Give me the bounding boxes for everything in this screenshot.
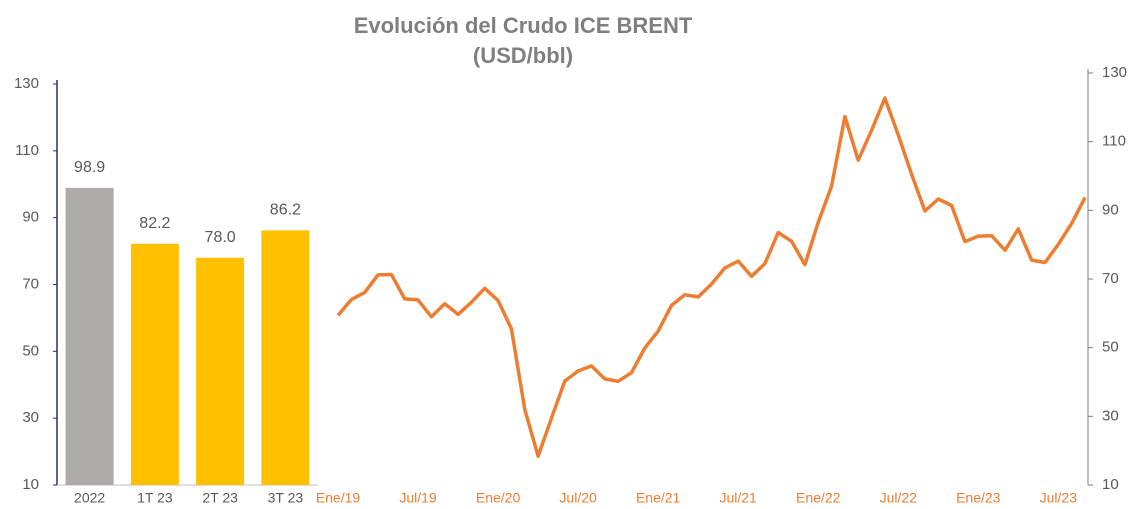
y2-tick-label: 30 xyxy=(1102,407,1119,424)
y-tick-label: 90 xyxy=(22,209,39,226)
value-label: 82.2 xyxy=(139,215,170,232)
x-tick-label: Ene/20 xyxy=(476,490,521,506)
x-tick-label: Jul/21 xyxy=(719,490,757,506)
x-tick-label: Jul/23 xyxy=(1040,490,1078,506)
value-label: 86.2 xyxy=(270,202,301,219)
y2-tick-label: 70 xyxy=(1102,270,1119,287)
bar xyxy=(130,243,179,485)
x-tick-label: 2T 23 xyxy=(202,490,238,506)
x-tick-label: Ene/23 xyxy=(956,490,1001,506)
y2-tick-label: 130 xyxy=(1102,64,1127,81)
bar xyxy=(65,187,114,485)
value-label: 78.0 xyxy=(205,229,236,246)
y2-tick-label: 90 xyxy=(1102,201,1119,218)
x-tick-label: Ene/19 xyxy=(316,490,361,506)
x-tick-label: Ene/22 xyxy=(796,490,841,506)
x-tick-label: 1T 23 xyxy=(137,490,173,506)
line-series xyxy=(336,96,1087,458)
x-tick-label: Jul/20 xyxy=(559,490,597,506)
value-label: 98.9 xyxy=(74,159,105,176)
x-tick-label: Ene/21 xyxy=(636,490,681,506)
y2-tick-label: 50 xyxy=(1102,339,1119,356)
x-tick-label: 2022 xyxy=(74,490,105,506)
y2-tick-label: 110 xyxy=(1102,133,1126,150)
y2-tick-label: 10 xyxy=(1102,476,1119,493)
x-tick-label: 3T 23 xyxy=(268,490,304,506)
x-tick-label: Jul/22 xyxy=(880,490,918,506)
y-tick-label: 50 xyxy=(22,342,39,359)
y-tick-label: 110 xyxy=(15,142,39,159)
y-tick-label: 130 xyxy=(14,75,39,92)
chart-title: Evolución del Crudo ICE BRENT xyxy=(354,13,693,38)
bar xyxy=(261,230,310,485)
bar xyxy=(196,257,245,485)
y-tick-label: 70 xyxy=(22,275,39,292)
y-tick-label: 10 xyxy=(22,476,39,493)
y-tick-label: 30 xyxy=(22,409,39,426)
x-tick-label: Jul/19 xyxy=(399,490,437,506)
chart-subtitle: (USD/bbl) xyxy=(473,43,573,68)
